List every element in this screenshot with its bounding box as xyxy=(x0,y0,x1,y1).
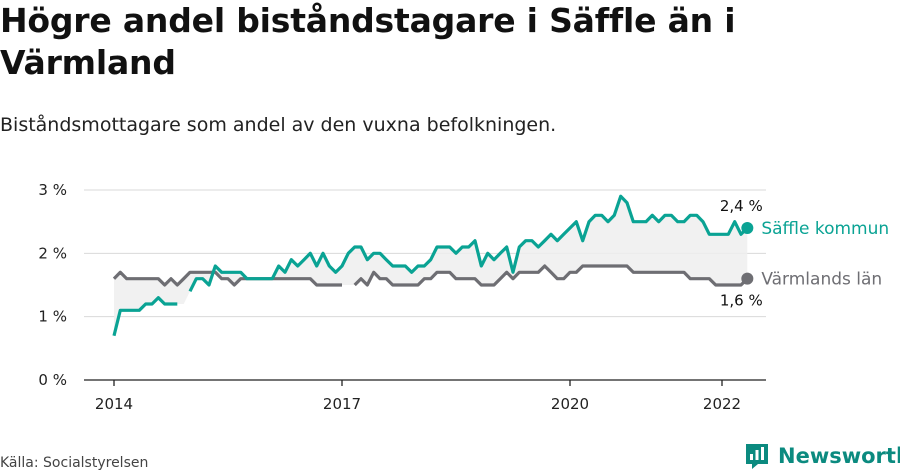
series-varmlands-lan xyxy=(112,264,749,287)
series-gap-band xyxy=(114,196,748,336)
series-line-saffle-kommun-part-1 xyxy=(188,194,749,293)
end-dot-saffle-kommun xyxy=(741,222,754,234)
x-tick-label-2014: 2014 xyxy=(95,395,133,413)
x-tick-label-2022: 2022 xyxy=(703,395,741,413)
chart-title: Högre andel biståndstagare i Säffle än i… xyxy=(0,1,736,82)
end-dot-varmlands-lan xyxy=(741,272,754,285)
series-line-varmlands-lan-part-0 xyxy=(112,270,342,287)
series-end-markers: Värmlands län 1,6 % Säffle kommun 2,4 % xyxy=(720,197,889,310)
y-tick-label-3: 3 % xyxy=(38,181,67,199)
series-line-varmlands-lan-part-1 xyxy=(353,264,749,287)
y-tick-label-2: 2 % xyxy=(38,244,67,262)
x-axis-ticks: 2014 2017 2020 2022 xyxy=(95,380,741,413)
x-tick-label-2020: 2020 xyxy=(551,395,589,413)
source-note: Källa: Socialstyrelsen xyxy=(0,455,149,471)
series-label-varmlands-lan: Värmlands län xyxy=(761,270,882,290)
end-value-label-varmlands-lan: 1,6 % xyxy=(720,292,763,310)
chart-subtitle: Biståndsmottagare som andel av den vuxna… xyxy=(0,114,557,136)
gap-band-area xyxy=(114,196,748,336)
y-tick-label-1: 1 % xyxy=(38,308,67,326)
newsworthy-logo-text: Newsworthy xyxy=(778,444,900,468)
series-line-saffle-kommun-part-0 xyxy=(112,296,178,337)
x-tick-label-2017: 2017 xyxy=(323,395,361,413)
series-saffle-kommun xyxy=(112,194,749,337)
series-label-saffle-kommun: Säffle kommun xyxy=(761,219,889,239)
end-value-label-saffle-kommun: 2,4 % xyxy=(720,197,763,215)
y-tick-label-0: 0 % xyxy=(38,371,67,389)
newsworthy-logo: Newsworthy xyxy=(744,441,900,471)
newsworthy-logo-icon xyxy=(746,444,768,469)
y-axis-ticks: 0 % 1 % 2 % 3 % xyxy=(38,181,67,389)
series-lines xyxy=(112,194,749,337)
